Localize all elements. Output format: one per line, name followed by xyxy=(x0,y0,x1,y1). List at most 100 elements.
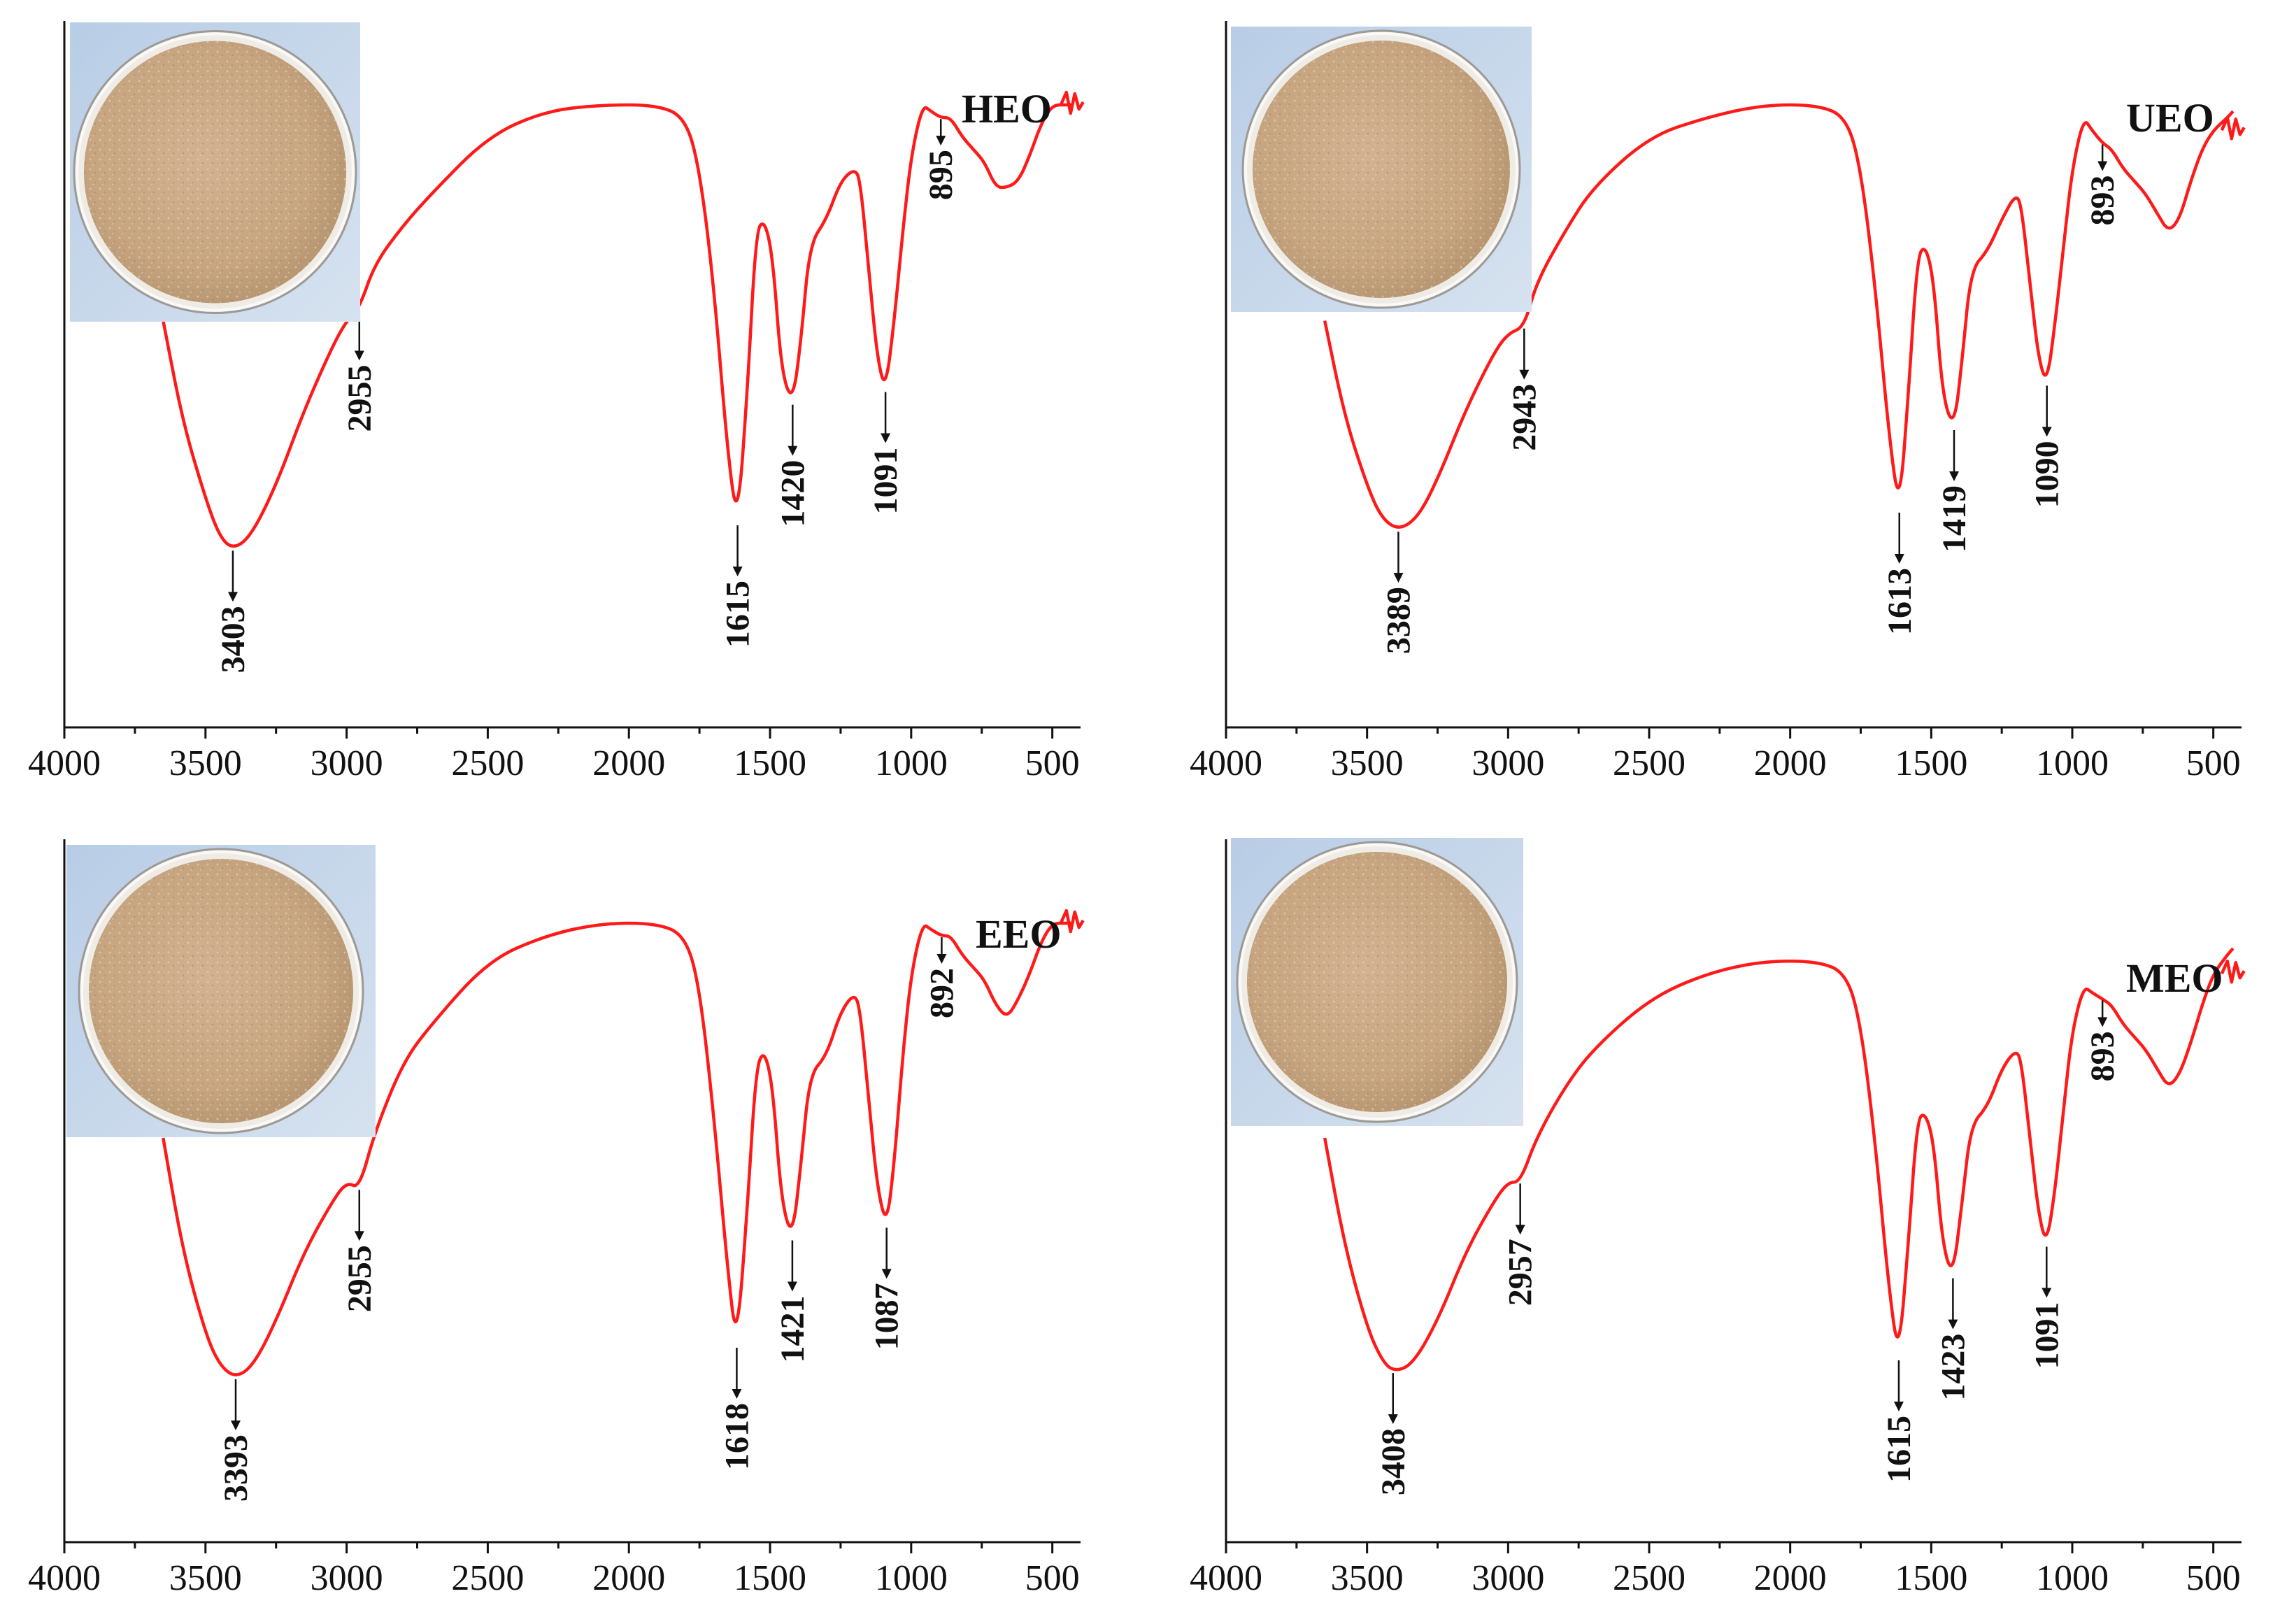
peak-label-895: 895 xyxy=(922,150,960,200)
x-tick-label: 2000 xyxy=(1754,1558,1827,1598)
peak-arrowhead-2957 xyxy=(1515,1225,1525,1235)
x-tick-label: 3500 xyxy=(169,1558,242,1598)
petri-dish-highlight xyxy=(76,32,355,312)
peak-label-2955: 2955 xyxy=(341,1245,378,1312)
powder-texture xyxy=(89,859,353,1123)
x-tick-label: 2500 xyxy=(1613,1558,1686,1598)
x-tick-label: 1500 xyxy=(734,743,806,783)
spectrum-noise xyxy=(2220,959,2246,984)
x-tick-label: 1000 xyxy=(2036,743,2109,783)
peak-arrowhead-893 xyxy=(2097,1017,2108,1027)
peak-arrowhead-895 xyxy=(936,136,946,146)
x-tick-label: 3500 xyxy=(169,743,242,783)
peak-label-1419: 1419 xyxy=(1936,485,1973,553)
spectrum-line-heo xyxy=(162,103,1072,548)
peak-label-1091: 1091 xyxy=(867,447,904,514)
peak-label-1615: 1615 xyxy=(1881,1416,1918,1483)
x-tick-label: 3500 xyxy=(1331,1558,1404,1598)
sample-label-heo: HEO xyxy=(962,86,1052,131)
peak-label-3389: 3389 xyxy=(1380,587,1417,654)
peak-label-1087: 1087 xyxy=(869,1283,906,1350)
peak-arrowhead-1087 xyxy=(881,1269,892,1279)
sample-label-meo: MEO xyxy=(2126,955,2223,1001)
peak-arrowhead-2943 xyxy=(1519,369,1530,380)
peak-label-2955: 2955 xyxy=(341,364,378,432)
x-tick-label: 3000 xyxy=(311,743,383,783)
peak-label-893: 893 xyxy=(2084,1031,2121,1081)
peak-label-1420: 1420 xyxy=(774,460,811,527)
ftir-panel-heo: 4000 3500 3000 2500 2000 1500 1000 500 3403 2955 1… xyxy=(28,21,1085,783)
x-tick-label: 1000 xyxy=(2036,1558,2109,1598)
x-tick-label: 1500 xyxy=(1895,1558,1967,1598)
peak-arrowhead-2955 xyxy=(354,350,364,361)
x-tick-label: 1000 xyxy=(875,1558,948,1598)
peak-label-1613: 1613 xyxy=(1881,568,1918,635)
peak-label-1618: 1618 xyxy=(718,1403,755,1470)
spectrum-line-eeo xyxy=(162,921,1072,1376)
powder-sample-photo-icon xyxy=(1231,27,1532,312)
spectrum-noise xyxy=(2220,116,2246,141)
peak-arrowhead-893 xyxy=(2097,161,2108,171)
x-tick-label: 3500 xyxy=(1331,743,1404,783)
x-tick-label: 500 xyxy=(1025,743,1080,783)
powder-texture xyxy=(84,41,346,304)
peak-label-2957: 2957 xyxy=(1502,1239,1539,1306)
peak-arrowhead-3393 xyxy=(230,1420,241,1431)
x-tick-label: 500 xyxy=(2186,743,2241,783)
powder-texture xyxy=(1253,41,1510,298)
powder-texture xyxy=(1247,852,1507,1112)
peak-arrowhead-1615 xyxy=(1893,1402,1904,1412)
x-tick-label: 500 xyxy=(1025,1558,1080,1598)
x-tick-label: 1500 xyxy=(734,1558,806,1598)
peak-label-1421: 1421 xyxy=(774,1295,811,1362)
peak-label-1615: 1615 xyxy=(720,580,757,648)
x-tick-label: 4000 xyxy=(1190,1558,1262,1598)
peak-label-2943: 2943 xyxy=(1506,384,1543,451)
x-tick-label: 4000 xyxy=(28,743,101,783)
peak-arrowhead-2955 xyxy=(354,1231,364,1241)
ftir-panel-meo: 4000 3500 3000 2500 2000 1500 1000 500 3408 2957 1… xyxy=(1190,838,2246,1598)
peak-label-3403: 3403 xyxy=(215,606,252,673)
peak-arrowhead-1420 xyxy=(788,446,798,456)
powder-sample-photo-icon xyxy=(66,845,376,1137)
x-tick-label: 2000 xyxy=(1754,743,1827,783)
x-tick-label: 500 xyxy=(2186,1558,2241,1598)
peak-arrowhead-1419 xyxy=(1949,471,1960,481)
powder-sample-photo-icon xyxy=(70,22,360,322)
peak-arrowhead-1091 xyxy=(881,433,891,443)
spectrum-noise xyxy=(1059,909,1085,934)
peak-arrowhead-3389 xyxy=(1393,573,1404,583)
peak-arrowhead-1618 xyxy=(732,1388,742,1399)
x-tick-label: 2000 xyxy=(592,743,665,783)
ftir-panel-ueo: 4000 3500 3000 2500 2000 1500 1000 500 3389 2943 1… xyxy=(1190,21,2246,783)
peak-arrowhead-892 xyxy=(936,954,947,964)
peak-label-1091: 1091 xyxy=(2028,1302,2065,1369)
x-tick-label: 2000 xyxy=(592,1558,665,1598)
petri-dish-highlight xyxy=(1239,843,1516,1120)
peak-label-1090: 1090 xyxy=(2029,441,2066,508)
spectrum-line-meo xyxy=(1323,947,2235,1372)
x-tick-label: 3000 xyxy=(1472,1558,1544,1598)
peak-arrowhead-1423 xyxy=(1948,1319,1958,1330)
sample-label-ueo: UEO xyxy=(2126,95,2214,141)
peak-label-892: 892 xyxy=(923,968,960,1018)
sample-label-eeo: EEO xyxy=(976,911,1062,957)
x-tick-label: 4000 xyxy=(1190,743,1262,783)
peak-label-893: 893 xyxy=(2084,175,2121,225)
spectrum-noise xyxy=(1059,90,1085,115)
petri-dish-highlight xyxy=(80,850,362,1132)
x-tick-label: 3000 xyxy=(311,1558,383,1598)
powder-sample-photo-icon xyxy=(1231,838,1523,1126)
peak-arrowhead-1421 xyxy=(787,1281,797,1292)
peak-arrowhead-1090 xyxy=(2042,427,2052,437)
peak-label-3408: 3408 xyxy=(1375,1428,1412,1495)
peak-arrowhead-1091 xyxy=(2042,1288,2052,1298)
spectrum-line-ueo xyxy=(1323,103,2235,529)
peak-arrowhead-1613 xyxy=(1894,553,1904,564)
x-tick-label: 2500 xyxy=(451,1558,524,1598)
x-tick-label: 3000 xyxy=(1472,743,1544,783)
petri-dish-highlight xyxy=(1244,32,1518,306)
x-tick-label: 1500 xyxy=(1895,743,1967,783)
x-tick-label: 4000 xyxy=(28,1558,101,1598)
